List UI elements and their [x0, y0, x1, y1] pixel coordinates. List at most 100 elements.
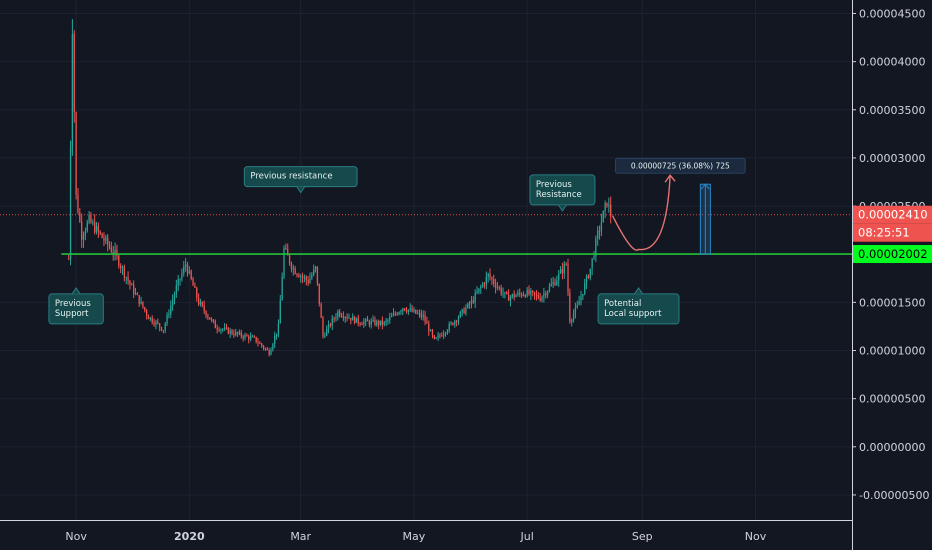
candle[interactable]	[530, 287, 532, 301]
candle[interactable]	[266, 346, 268, 351]
candle[interactable]	[103, 232, 105, 247]
candle[interactable]	[498, 285, 500, 291]
candle[interactable]	[320, 302, 322, 318]
candle[interactable]	[374, 316, 376, 327]
candle[interactable]	[340, 312, 343, 318]
candle[interactable]	[394, 311, 397, 316]
candle[interactable]	[524, 293, 526, 299]
candle[interactable]	[437, 331, 439, 341]
candle[interactable]	[363, 318, 365, 328]
candle[interactable]	[506, 291, 508, 295]
candle[interactable]	[255, 336, 257, 344]
candle[interactable]	[114, 242, 116, 261]
candle[interactable]	[522, 291, 525, 297]
candle[interactable]	[606, 202, 608, 208]
candle[interactable]	[608, 197, 610, 213]
candle[interactable]	[216, 324, 218, 334]
candle[interactable]	[454, 319, 456, 328]
candle[interactable]	[296, 272, 298, 278]
candle[interactable]	[567, 258, 569, 297]
candle[interactable]	[519, 288, 521, 298]
candle[interactable]	[173, 291, 176, 305]
candle[interactable]	[487, 272, 489, 283]
candle[interactable]	[138, 294, 140, 307]
candle[interactable]	[326, 325, 328, 337]
candle[interactable]	[212, 319, 215, 324]
candle[interactable]	[392, 308, 395, 317]
candle[interactable]	[459, 310, 461, 319]
candle[interactable]	[513, 290, 515, 301]
candle[interactable]	[249, 332, 252, 342]
candle[interactable]	[368, 319, 371, 328]
candle[interactable]	[120, 263, 122, 274]
candle[interactable]	[554, 278, 556, 287]
candle[interactable]	[339, 308, 341, 318]
candle[interactable]	[147, 314, 150, 320]
candle[interactable]	[452, 322, 454, 326]
candle[interactable]	[439, 333, 441, 339]
candle[interactable]	[225, 323, 228, 330]
candle[interactable]	[168, 309, 170, 319]
candle[interactable]	[298, 272, 300, 278]
candle[interactable]	[600, 213, 603, 237]
candle[interactable]	[94, 214, 96, 235]
candle[interactable]	[511, 293, 513, 299]
candle[interactable]	[79, 208, 81, 224]
candle[interactable]	[175, 279, 177, 298]
candle[interactable]	[431, 328, 434, 339]
candle[interactable]	[402, 307, 404, 315]
candle[interactable]	[433, 334, 436, 340]
candle[interactable]	[223, 323, 226, 331]
candle[interactable]	[246, 333, 248, 337]
candle[interactable]	[196, 286, 198, 302]
candle[interactable]	[233, 329, 235, 338]
candle[interactable]	[97, 222, 100, 238]
candle[interactable]	[598, 225, 601, 240]
candle[interactable]	[584, 278, 586, 296]
candle[interactable]	[194, 282, 196, 289]
candle[interactable]	[171, 294, 174, 311]
candle[interactable]	[82, 231, 85, 248]
candle[interactable]	[121, 265, 124, 275]
candle[interactable]	[322, 315, 324, 339]
candle[interactable]	[418, 309, 421, 318]
candle[interactable]	[69, 140, 72, 266]
candle[interactable]	[240, 329, 242, 339]
candle[interactable]	[441, 332, 443, 337]
candle[interactable]	[331, 314, 333, 331]
candle[interactable]	[372, 315, 374, 323]
candle[interactable]	[387, 318, 389, 325]
candle[interactable]	[383, 320, 385, 327]
candle[interactable]	[370, 318, 372, 329]
candle[interactable]	[563, 261, 565, 279]
candle[interactable]	[517, 289, 519, 297]
candle[interactable]	[504, 291, 506, 299]
candle[interactable]	[429, 328, 432, 332]
candle[interactable]	[561, 262, 564, 280]
candle[interactable]	[541, 295, 543, 303]
candle[interactable]	[275, 333, 278, 340]
candle[interactable]	[539, 292, 541, 302]
candle[interactable]	[305, 275, 307, 286]
candle[interactable]	[268, 348, 270, 357]
candle[interactable]	[450, 321, 452, 326]
candle[interactable]	[257, 337, 259, 347]
candle[interactable]	[463, 306, 465, 314]
candle[interactable]	[218, 326, 220, 332]
candle[interactable]	[142, 301, 144, 309]
candle[interactable]	[350, 317, 352, 325]
candle[interactable]	[136, 292, 139, 296]
candle[interactable]	[576, 300, 578, 309]
candle[interactable]	[192, 276, 194, 286]
candle[interactable]	[565, 262, 567, 266]
candle[interactable]	[235, 328, 237, 337]
candle[interactable]	[591, 258, 593, 276]
candle[interactable]	[342, 311, 345, 322]
candle[interactable]	[580, 290, 582, 306]
candle[interactable]	[242, 334, 244, 342]
candle[interactable]	[327, 320, 330, 334]
candle[interactable]	[481, 281, 484, 288]
candle[interactable]	[132, 280, 135, 299]
